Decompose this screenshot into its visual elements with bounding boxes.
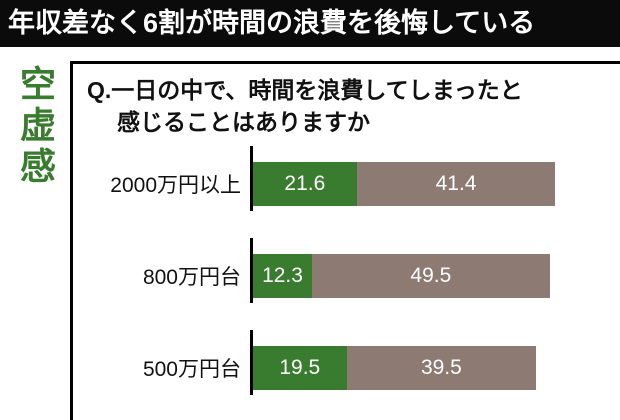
- bar-category-label: 500万円台: [142, 358, 241, 382]
- sidebar-label: 空虚感: [15, 65, 56, 188]
- bar: 21.6 41.4: [250, 146, 556, 212]
- bar-value-label: 41.4: [435, 172, 477, 196]
- bar-category-label: 2000万円以上: [110, 174, 241, 198]
- axis-tick: [250, 330, 253, 396]
- question-line-1: Q.一日の中で、時間を浪費してしまったと: [87, 77, 523, 103]
- bar: 19.5 39.5: [250, 330, 537, 396]
- bar-value-label: 49.5: [410, 264, 452, 288]
- bar-row: 500万円台 19.5 39.5: [73, 330, 620, 396]
- bar-segment-segment2: 41.4: [356, 162, 556, 207]
- question-line-2: 感じることはありますか: [117, 109, 370, 136]
- page-title: 年収差なく6割が時間の浪費を後悔している: [0, 0, 620, 47]
- axis-tick: [250, 146, 253, 212]
- sidebar: 空虚感: [0, 61, 70, 420]
- bar-value-label: 39.5: [420, 356, 462, 380]
- bar-segment-segment1: 12.3: [253, 254, 313, 299]
- chart-question: Q.一日の中で、時間を浪費してしまったと 感じることはありますか: [87, 74, 620, 138]
- bar-value-label: 21.6: [284, 172, 326, 196]
- bar-row: 2000万円以上 21.6 41.4: [73, 146, 620, 212]
- bar-row: 800万円台 12.3 49.5: [73, 238, 620, 304]
- axis-tick: [250, 238, 253, 304]
- bar-chart: 2000万円以上 21.6 41.4 800万円台 12.3 49.5 500万円台 19.5…: [73, 146, 620, 396]
- bar-category-label: 800万円台: [142, 266, 241, 290]
- bar-segment-segment2: 39.5: [346, 346, 537, 391]
- bar: 12.3 49.5: [250, 238, 550, 304]
- bar-segment-segment2: 49.5: [312, 254, 550, 299]
- bar-value-label: 19.5: [279, 356, 321, 380]
- bar-value-label: 12.3: [262, 264, 303, 288]
- bar-segment-segment1: 21.6: [253, 162, 357, 207]
- chart-panel: Q.一日の中で、時間を浪費してしまったと 感じることはありますか 2000万円以…: [70, 61, 620, 420]
- bar-segment-segment1: 19.5: [253, 346, 347, 391]
- content-area: 空虚感 Q.一日の中で、時間を浪費してしまったと 感じることはありますか 200…: [0, 61, 620, 420]
